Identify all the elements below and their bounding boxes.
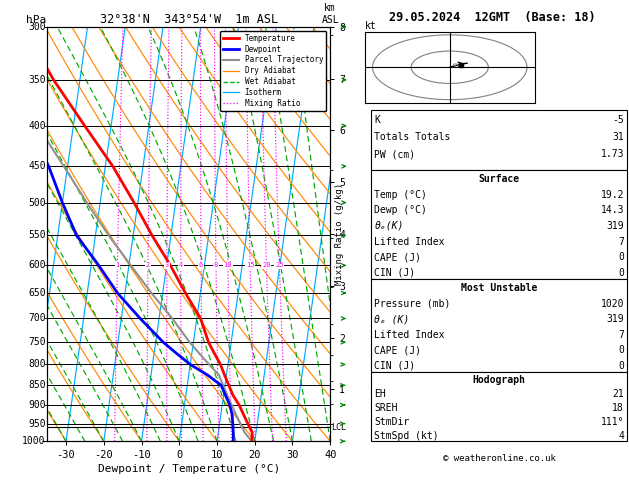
Text: km
ASL: km ASL (321, 3, 339, 25)
Text: 7: 7 (618, 330, 624, 340)
Text: 700: 700 (28, 313, 46, 324)
Text: Pressure (mb): Pressure (mb) (374, 299, 450, 309)
Text: © weatheronline.co.uk: © weatheronline.co.uk (443, 454, 555, 463)
Text: SREH: SREH (374, 403, 398, 413)
Text: 950: 950 (28, 418, 46, 429)
Text: 3: 3 (165, 262, 169, 268)
Text: 15: 15 (246, 262, 254, 268)
Text: 600: 600 (28, 260, 46, 270)
Text: CIN (J): CIN (J) (374, 268, 415, 278)
Text: EH: EH (374, 389, 386, 399)
Text: kt: kt (365, 21, 377, 31)
Text: 7: 7 (618, 237, 624, 246)
Text: 14.3: 14.3 (601, 206, 624, 215)
Text: 1020: 1020 (601, 299, 624, 309)
Text: 4: 4 (179, 262, 183, 268)
Text: 800: 800 (28, 360, 46, 369)
Text: 750: 750 (28, 337, 46, 347)
Text: 10: 10 (224, 262, 232, 268)
Text: LCL: LCL (331, 423, 346, 432)
Text: Surface: Surface (479, 174, 520, 184)
Text: -5: -5 (612, 115, 624, 125)
Text: hPa: hPa (26, 15, 46, 25)
X-axis label: Dewpoint / Temperature (°C): Dewpoint / Temperature (°C) (97, 465, 280, 474)
Text: 350: 350 (28, 75, 46, 85)
Text: 2: 2 (146, 262, 150, 268)
Text: 450: 450 (28, 161, 46, 172)
Text: CAPE (J): CAPE (J) (374, 345, 421, 355)
Text: Mixing Ratio (g/kg): Mixing Ratio (g/kg) (335, 183, 344, 285)
Text: 8: 8 (214, 262, 218, 268)
Text: 1: 1 (115, 262, 120, 268)
Text: Lifted Index: Lifted Index (374, 237, 445, 246)
Text: Dewp (°C): Dewp (°C) (374, 206, 427, 215)
Text: θₑ(K): θₑ(K) (374, 221, 404, 231)
Text: 500: 500 (28, 198, 46, 208)
Text: 850: 850 (28, 381, 46, 390)
Text: 111°: 111° (601, 417, 624, 427)
Text: Most Unstable: Most Unstable (461, 283, 537, 294)
Text: 319: 319 (606, 221, 624, 231)
Text: Hodograph: Hodograph (472, 375, 526, 385)
Text: 6: 6 (199, 262, 203, 268)
Text: Totals Totals: Totals Totals (374, 133, 450, 142)
Text: Temp (°C): Temp (°C) (374, 190, 427, 200)
Text: θₑ (K): θₑ (K) (374, 314, 409, 324)
Text: 20: 20 (262, 262, 270, 268)
Text: 4: 4 (618, 431, 624, 441)
Text: 1000: 1000 (22, 436, 46, 446)
Text: 650: 650 (28, 288, 46, 298)
Text: 21: 21 (612, 389, 624, 399)
Text: 25: 25 (275, 262, 284, 268)
Text: 29.05.2024  12GMT  (Base: 18): 29.05.2024 12GMT (Base: 18) (389, 11, 596, 24)
Text: 19.2: 19.2 (601, 190, 624, 200)
Text: 900: 900 (28, 400, 46, 410)
Text: 400: 400 (28, 121, 46, 131)
Legend: Temperature, Dewpoint, Parcel Trajectory, Dry Adiabat, Wet Adiabat, Isotherm, Mi: Temperature, Dewpoint, Parcel Trajectory… (220, 31, 326, 111)
Text: 300: 300 (28, 22, 46, 32)
Text: 18: 18 (612, 403, 624, 413)
Text: CAPE (J): CAPE (J) (374, 252, 421, 262)
Text: 0: 0 (618, 268, 624, 278)
Text: StmDir: StmDir (374, 417, 409, 427)
Text: StmSpd (kt): StmSpd (kt) (374, 431, 439, 441)
Title: 32°38'N  343°54'W  1m ASL: 32°38'N 343°54'W 1m ASL (99, 13, 278, 26)
Text: 0: 0 (618, 345, 624, 355)
Text: PW (cm): PW (cm) (374, 150, 415, 159)
Text: 319: 319 (606, 314, 624, 324)
Text: CIN (J): CIN (J) (374, 361, 415, 371)
Text: 0: 0 (618, 252, 624, 262)
Text: 550: 550 (28, 230, 46, 241)
Text: Lifted Index: Lifted Index (374, 330, 445, 340)
Text: 31: 31 (612, 133, 624, 142)
Text: K: K (374, 115, 380, 125)
Text: 1.73: 1.73 (601, 150, 624, 159)
Text: 0: 0 (618, 361, 624, 371)
